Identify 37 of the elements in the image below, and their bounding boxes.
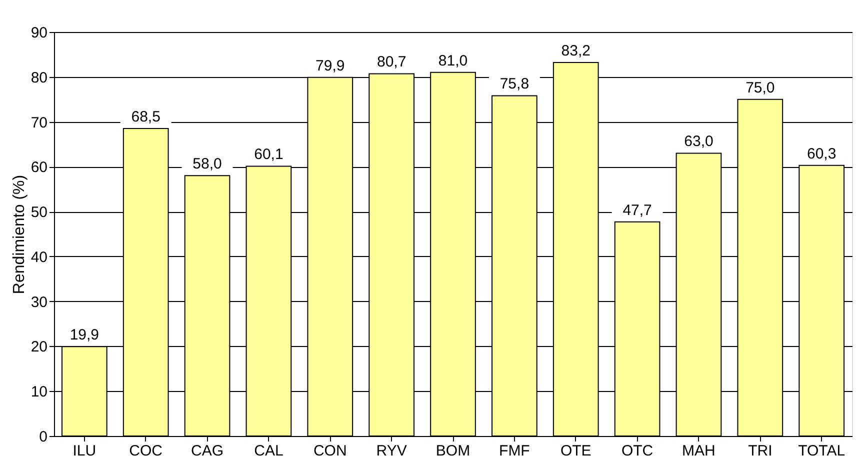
y-axis-title: Rendimiento (%) — [10, 174, 28, 294]
data-label: 68,5 — [131, 108, 160, 126]
x-tick-label: OTE — [560, 442, 592, 460]
x-tick-label: FMF — [499, 442, 530, 460]
data-label: 19,9 — [70, 326, 100, 344]
data-label: 75,0 — [746, 79, 775, 96]
data-label: 60,3 — [806, 145, 836, 162]
data-label: 83,2 — [561, 42, 590, 60]
data-label: 47,7 — [622, 202, 652, 219]
y-tick-label: 60 — [30, 159, 48, 176]
data-label: 81,0 — [438, 52, 468, 70]
x-tick-label: RYV — [376, 442, 407, 460]
x-tick-label: ILU — [72, 442, 96, 460]
y-tick-label: 0 — [39, 428, 48, 446]
y-tick-label: 90 — [30, 24, 48, 42]
data-label: 58,0 — [192, 156, 222, 173]
y-tick-label: 70 — [30, 114, 48, 132]
y-tick-label: 10 — [30, 384, 48, 401]
x-tick-label: CAG — [191, 442, 224, 460]
x-tick-label: TRI — [748, 442, 772, 460]
y-tick-label: 50 — [30, 204, 48, 222]
x-tick-label: CAL — [254, 442, 284, 460]
x-tick-label: TOTAL — [798, 442, 846, 460]
y-tick-label: 20 — [30, 338, 48, 356]
x-tick-label: CON — [313, 442, 347, 460]
x-tick-label: COC — [129, 442, 163, 460]
x-tick-label: MAH — [682, 442, 716, 460]
y-tick-label: 40 — [30, 248, 48, 266]
data-label: 79,9 — [316, 57, 345, 74]
data-label: 75,8 — [500, 76, 530, 93]
data-label: 80,7 — [376, 54, 406, 71]
data-label: 63,0 — [684, 133, 714, 150]
y-tick-label: 30 — [30, 294, 48, 311]
x-tick-label: OTC — [621, 442, 654, 460]
y-tick-label: 80 — [30, 69, 48, 86]
x-tick-label: BOM — [436, 442, 470, 460]
data-label: 60,1 — [254, 146, 284, 164]
